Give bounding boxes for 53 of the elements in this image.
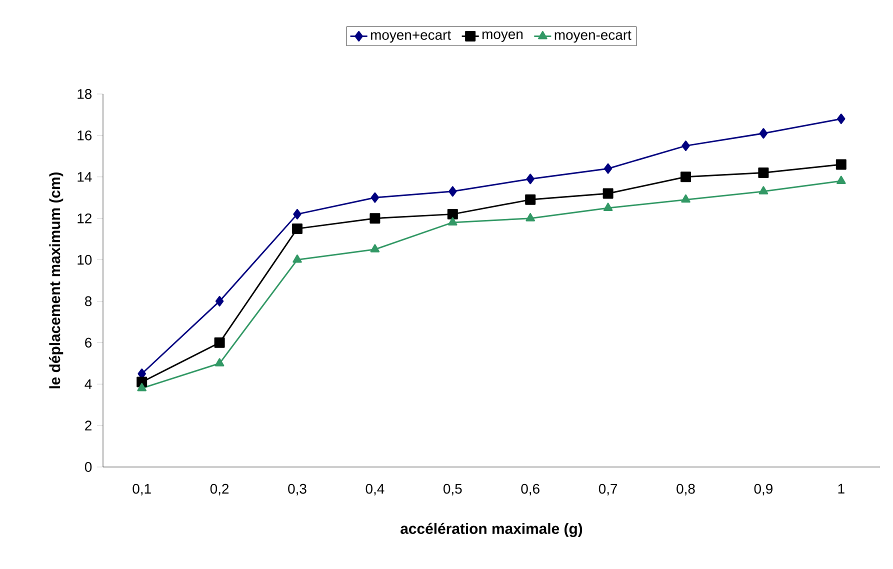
y-tick-label: 2 (85, 420, 92, 430)
point (758, 167, 769, 178)
point (370, 192, 380, 203)
point (680, 172, 692, 182)
point (758, 186, 768, 194)
y-tick-label: 16 (78, 130, 92, 140)
y-tick-label: 12 (78, 213, 92, 224)
point (681, 194, 690, 203)
point (525, 194, 536, 205)
point (293, 208, 302, 220)
legend-label: moyen-ecart (554, 30, 632, 43)
legend-label: moyen+ecart (370, 30, 451, 43)
x-tick-label: 0,3 (288, 484, 306, 496)
point (214, 358, 224, 366)
x-axis-title: accélération maximale (g) (400, 522, 582, 537)
x-tick-label: 1 (838, 484, 844, 494)
point (603, 202, 613, 211)
y-tick-label: 10 (78, 254, 92, 265)
x-tick-label: 0,9 (754, 484, 772, 496)
point (292, 254, 302, 263)
point (836, 159, 846, 170)
point (447, 208, 458, 220)
x-tick-label: 0,8 (676, 484, 695, 496)
point (836, 176, 846, 184)
point (682, 140, 690, 152)
point (370, 213, 380, 224)
y-tick-label: 0 (84, 462, 92, 472)
point (137, 383, 146, 392)
point (759, 128, 768, 139)
x-tick-label: 0,4 (366, 484, 384, 496)
x-tick-label: 0,6 (521, 484, 540, 496)
point (370, 244, 380, 252)
point (448, 186, 457, 197)
point (448, 217, 458, 226)
point (604, 163, 612, 174)
x-tick-label: 0,7 (598, 484, 618, 496)
y-tick-label: 6 (85, 338, 92, 348)
x-tick-label: 0,2 (210, 484, 229, 496)
point (214, 337, 225, 348)
y-tick-label: 14 (78, 172, 92, 182)
x-tick-label: 0,5 (444, 484, 462, 496)
point (837, 114, 846, 124)
point (526, 174, 534, 184)
y-tick-label: 8 (85, 296, 92, 306)
point (526, 213, 535, 222)
y-tick-label: 4 (84, 379, 92, 389)
point (215, 296, 224, 306)
legend-label: moyen (482, 31, 523, 42)
point (292, 223, 302, 234)
point (602, 188, 614, 199)
y-axis-title: le déplacement maximum (cm) (49, 172, 64, 388)
y-tick-label: 18 (78, 89, 92, 99)
x-tick-label: 0,1 (132, 484, 151, 496)
